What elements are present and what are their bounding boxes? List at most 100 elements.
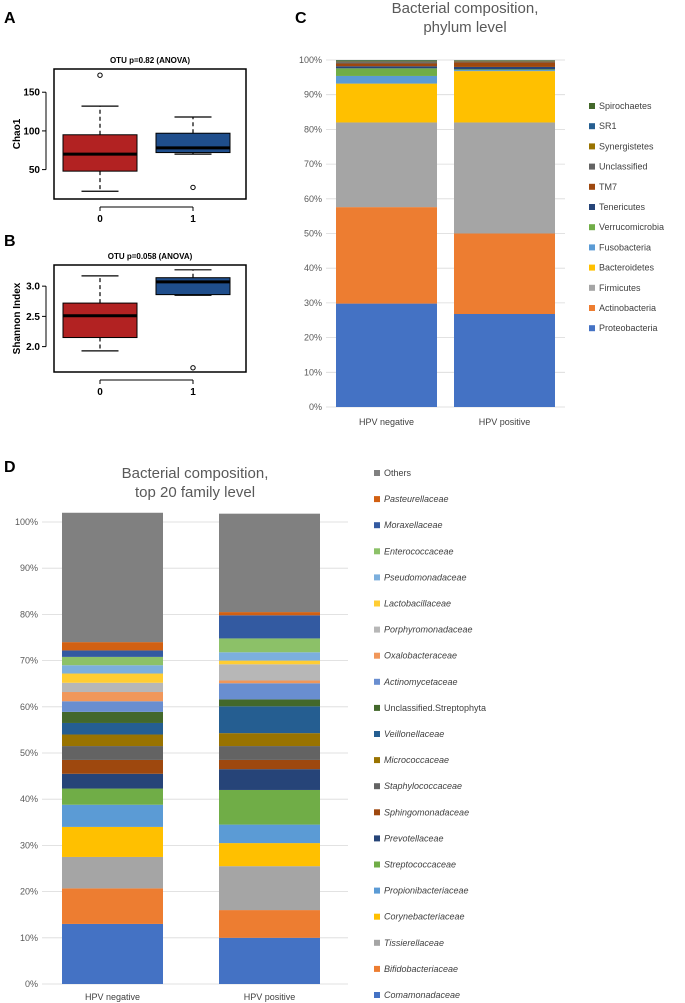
legend-swatch — [374, 861, 380, 868]
bar-segment — [219, 824, 320, 844]
legend-label: Firmicutes — [599, 283, 641, 293]
bar-segment — [336, 62, 437, 64]
legend-swatch — [589, 305, 595, 311]
legend-label: Others — [384, 468, 412, 478]
y-tick-label: 2.0 — [26, 342, 40, 353]
bar-segment — [62, 650, 163, 657]
outlier-point — [190, 184, 196, 191]
legend-swatch — [374, 652, 380, 659]
bar-segment — [336, 68, 437, 76]
legend-swatch — [589, 224, 595, 231]
bar-segment — [62, 682, 163, 693]
y-tick-label: 2.5 — [26, 312, 40, 323]
bar-segment — [219, 638, 320, 653]
bar-segment — [336, 75, 437, 84]
legend-label: Streptococcaceae — [384, 860, 456, 870]
bar-segment — [62, 788, 163, 805]
y-tick-label: 40% — [20, 794, 38, 804]
bar-segment — [454, 71, 555, 123]
y-tick-label: 150 — [23, 88, 40, 99]
legend-label: Actinomycetaceae — [383, 677, 458, 687]
bar-segment — [454, 70, 555, 72]
legend-label: Tenericutes — [599, 202, 646, 212]
y-axis-title: Chao1 — [12, 118, 23, 149]
chart-title-line: top 20 family level — [135, 484, 255, 501]
bar-segment — [454, 60, 555, 62]
legend-swatch — [374, 731, 380, 737]
bar-segment — [62, 856, 163, 889]
bar-segment — [219, 680, 320, 684]
bar-segment — [219, 866, 320, 911]
y-tick-label: 70% — [304, 159, 322, 169]
bar-segment — [62, 722, 163, 735]
legend-swatch — [374, 965, 380, 972]
legend-label: Verrucomicrobia — [599, 222, 664, 232]
bar-segment — [62, 826, 163, 857]
bar-segment — [62, 673, 163, 683]
chart-title-line: Bacterial composition, — [392, 0, 539, 17]
bar-segment — [336, 60, 437, 62]
legend-label: Sphingomonadaceae — [384, 807, 469, 817]
legend-swatch — [589, 325, 595, 332]
legend-label: Lactobacillaceae — [384, 599, 451, 609]
bar-segment — [62, 759, 163, 774]
y-tick-label: 10% — [304, 367, 322, 377]
panel-letter-d: D — [4, 459, 16, 476]
bar-segment — [454, 66, 555, 70]
bar-segment — [219, 789, 320, 825]
bar-segment — [336, 83, 437, 123]
legend-label: Comamonadaceae — [384, 990, 460, 1000]
legend-swatch — [374, 783, 380, 790]
panel-letter-c: C — [295, 10, 307, 27]
boxplot-chao1: OTU p=0.82 (ANOVA) 50 100 150 Chao1 0 1 — [12, 56, 247, 225]
legend-label: Fusobacteria — [599, 242, 651, 252]
y-tick-label: 80% — [304, 124, 322, 134]
y-tick-label: 100 — [23, 126, 40, 137]
bar-segment — [219, 699, 320, 707]
bar-segment — [219, 660, 320, 665]
y-tick-label: 90% — [20, 563, 38, 573]
bar-segment — [219, 706, 320, 734]
y-tick-label: 60% — [304, 194, 322, 204]
legend-swatch — [374, 548, 380, 555]
legend-swatch — [589, 204, 595, 210]
plot-frame — [53, 68, 247, 200]
boxplot-title: OTU p=0.82 (ANOVA) — [110, 56, 190, 65]
plot-frame — [53, 264, 247, 373]
y-tick-label: 0% — [309, 402, 322, 412]
y-tick-label: 80% — [20, 609, 38, 619]
legend-swatch — [589, 244, 595, 251]
y-tick-label: 70% — [20, 656, 38, 666]
legend-label: Bifidobacteriaceae — [384, 964, 458, 974]
bar-segment — [62, 701, 163, 712]
legend-label: Staphylococcaceae — [384, 781, 462, 791]
legend-swatch — [374, 470, 380, 476]
legend-label: Enterococcaceae — [384, 546, 454, 556]
box-body — [155, 277, 231, 296]
outlier-point — [97, 72, 103, 78]
bar-segment — [336, 122, 437, 208]
legend-label: Propionibacteriaceae — [384, 886, 469, 896]
legend-swatch — [374, 887, 380, 894]
bar-segment — [336, 207, 437, 304]
y-tick-label: 50% — [304, 229, 322, 239]
legend-swatch — [374, 913, 380, 920]
bar-segment — [219, 746, 320, 760]
bar-segment — [219, 937, 320, 984]
x-tick-label: 0 — [97, 214, 103, 225]
bar-segment — [219, 843, 320, 867]
legend-label: Spirochaetes — [599, 101, 652, 111]
panel-letter-b: B — [4, 233, 16, 250]
legend-label: Micrococcaceae — [384, 755, 449, 765]
bar-segment — [62, 888, 163, 924]
legend-label: Unclassified.Streptophyta — [384, 703, 486, 713]
bar-segment — [454, 69, 555, 71]
bar-segment — [62, 642, 163, 651]
chart-title-line: phylum level — [423, 19, 506, 36]
bar-segment — [219, 910, 320, 938]
legend-label: Synergistetes — [599, 141, 654, 151]
bar-segment — [219, 612, 320, 616]
stacked-bar-phylum: Bacterial composition, phylum level 0% 10% 2… — [299, 0, 664, 427]
legend-swatch — [589, 143, 595, 150]
